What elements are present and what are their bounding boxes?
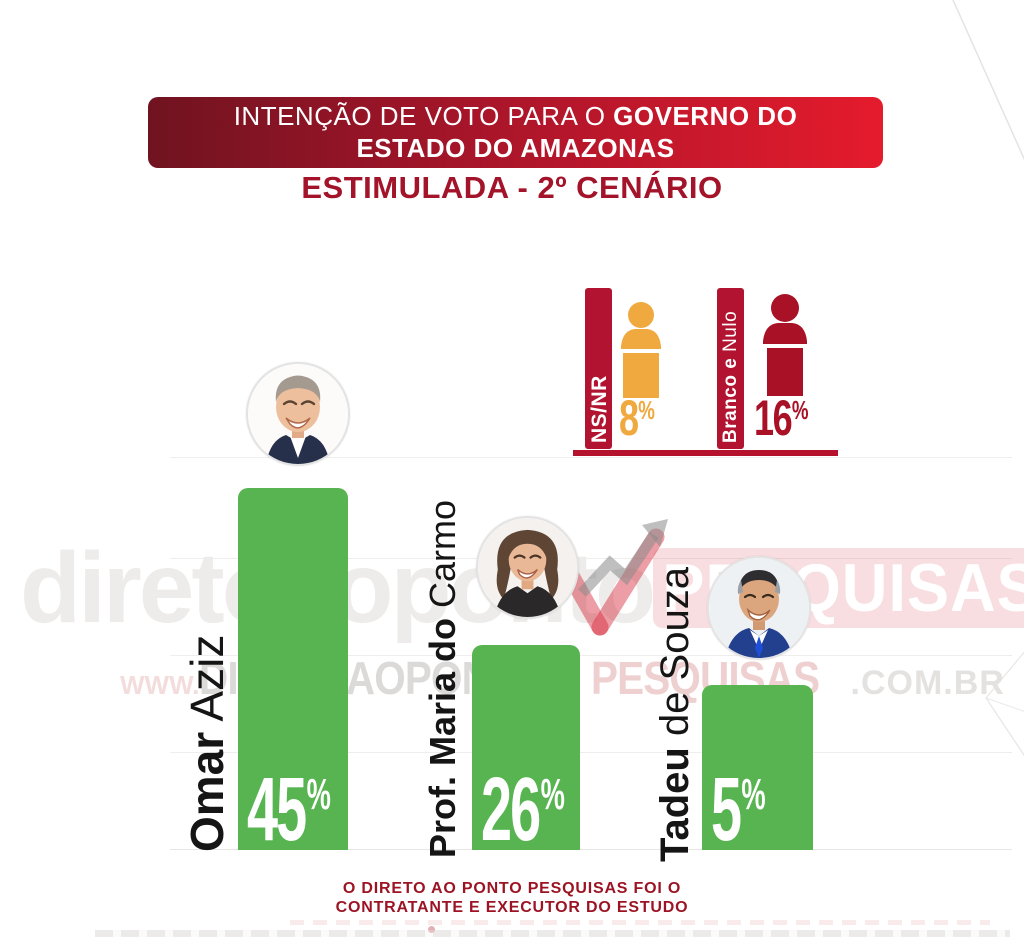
- candidate-name-maria-do-carmo: Prof. Maria do Carmo: [422, 499, 463, 858]
- ns-nr-value: 8%: [619, 390, 655, 446]
- ns-nr-bar: [585, 288, 612, 449]
- photo-maria-do-carmo: [476, 516, 579, 619]
- watermark-url-www: WWW.: [120, 670, 200, 700]
- branco-nulo-value: 16%: [754, 390, 809, 446]
- branco-nulo-label: Branco e Nulo: [720, 310, 741, 443]
- bar-omar-aziz: 45%: [238, 488, 348, 860]
- watermark-url-suffix: .COM.BR: [850, 664, 1005, 702]
- disclaimer: O DIRETO AO PONTO PESQUISAS FOI O CONTRA…: [0, 879, 1024, 917]
- photo-tadeu-de-souza: [707, 556, 811, 660]
- bar-value-tadeu-de-souza: 5%: [711, 759, 766, 860]
- bottom-cutoff-text-strip: [290, 920, 990, 925]
- gridline: [170, 655, 1012, 656]
- gridline: [170, 457, 1012, 458]
- bottom-cutoff-band: [95, 930, 1010, 937]
- title-line1: INTENÇÃO DE VOTO PARA O GOVERNO DO: [233, 100, 798, 131]
- watermark-logo-check-arrow-icon: [557, 519, 668, 636]
- title-banner: INTENÇÃO DE VOTO PARA O GOVERNO DO ESTAD…: [148, 97, 883, 168]
- candidate-name-omar-aziz: Omar Aziz: [181, 634, 233, 852]
- person-icon-ns-nr: [621, 302, 661, 398]
- bar-tadeu-de-souza: 5%: [702, 685, 813, 860]
- disclaimer-line1: O DIRETO AO PONTO PESQUISAS FOI O: [342, 880, 682, 897]
- bar-value-omar-aziz: 45%: [247, 759, 331, 860]
- ns-nr-label: NS/NR: [588, 375, 611, 443]
- bar-value-maria-do-carmo: 26%: [481, 759, 565, 860]
- gridline: [170, 752, 1012, 753]
- person-icon-branco-nulo: [763, 294, 807, 396]
- legend-underline: [573, 450, 838, 456]
- disclaimer-line2: CONTRATANTE E EXECUTOR DO ESTUDO: [335, 899, 689, 917]
- candidate-name-tadeu-de-souza: Tadeu de Souza: [653, 567, 697, 862]
- bottom-dot: [428, 926, 435, 933]
- branco-nulo-bar: [717, 288, 744, 449]
- gridline: [170, 558, 1012, 559]
- chart-baseline: [170, 849, 1012, 850]
- title-line2: ESTADO DO AMAZONAS: [356, 132, 675, 163]
- scenario-subtitle: ESTIMULADA - 2º CENÁRIO: [301, 170, 723, 205]
- bar-maria-do-carmo: 26%: [472, 645, 580, 860]
- photo-omar-aziz: [246, 362, 350, 466]
